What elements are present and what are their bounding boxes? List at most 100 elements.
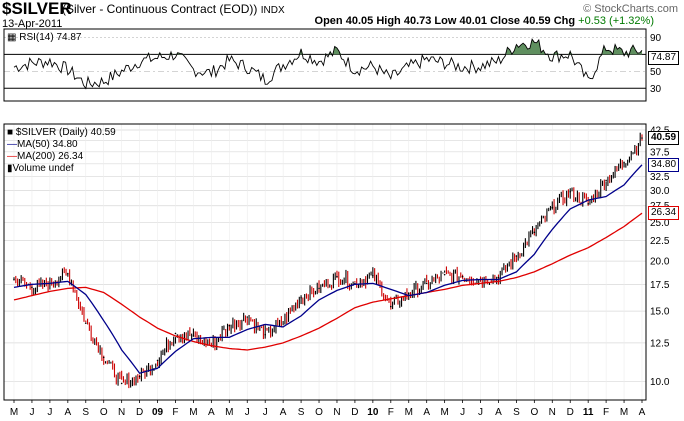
x-tick-label: S (298, 407, 305, 418)
rsi-frame (3, 28, 647, 102)
x-tick-label: 11 (583, 407, 594, 418)
ma50-last-value: 34.80 (648, 157, 680, 172)
price-tick-label: 12.5 (650, 338, 670, 349)
price-point (282, 321, 284, 323)
price-tick-label: 25.0 (650, 218, 670, 229)
price-panel (13, 132, 643, 389)
price-point (497, 276, 500, 279)
price-point (67, 272, 69, 275)
price-point (138, 375, 141, 378)
x-tick-label: J (263, 407, 268, 418)
price-point (318, 287, 320, 290)
quote-bar: Open 40.05 High 40.73 Low 40.01 Close 40… (315, 16, 654, 27)
x-tick-label: O (315, 407, 323, 418)
x-tick-label: J (478, 407, 483, 418)
price-point (156, 359, 159, 362)
price-point (192, 335, 195, 337)
price-tick-label: 20.0 (650, 257, 670, 268)
x-axis: M J J A S O N D 09 F M A M J J A S O N D 10 F M A M J J A S O N D 11 F M A (10, 400, 646, 418)
ma50-line (13, 164, 643, 374)
price-tick-label: 15.0 (650, 307, 670, 318)
price-frame (3, 123, 647, 401)
x-tick-label: J (245, 407, 250, 418)
x-tick-label: A (280, 407, 287, 418)
x-tick-label: N (333, 407, 340, 418)
price-point (336, 275, 338, 278)
price-point (533, 231, 536, 234)
x-tick-label: F (172, 407, 178, 418)
x-tick-label: D (567, 407, 574, 418)
price-legend: ■ $SILVER (Daily) 40.59 (7, 128, 116, 138)
price-point (264, 333, 267, 336)
price-legend-text: $SILVER (Daily) 40.59 (15, 127, 116, 138)
price-point (461, 275, 464, 278)
rsi-line (13, 38, 643, 90)
ma200-line (13, 212, 643, 351)
x-tick-label: M (225, 407, 233, 418)
high-value: 40.73 (403, 15, 432, 27)
price-point (31, 286, 33, 289)
price-point (641, 137, 643, 139)
x-tick-label: 09 (152, 407, 164, 418)
x-tick-label: F (603, 407, 609, 418)
x-tick-label: F (388, 407, 394, 418)
open-label: Open (314, 15, 343, 27)
x-tick-label: 10 (367, 407, 379, 418)
price-point (102, 356, 105, 359)
price-point (228, 324, 231, 327)
x-tick-label: J (29, 407, 34, 418)
volume-legend-icon: ▮ (7, 163, 13, 174)
rsi-legend-text: RSI(14) 74.87 (19, 32, 82, 43)
x-tick-label: M (189, 407, 197, 418)
x-tick-label: N (118, 407, 125, 418)
description-text: (Silver - Continuous Contract (EOD)) (62, 2, 258, 16)
chg-label: Chg (553, 15, 576, 27)
x-tick-label: M (440, 407, 448, 418)
price-point (300, 296, 302, 299)
price-tick-label: 22.5 (650, 236, 670, 247)
x-tick-label: S (513, 407, 520, 418)
low-label: Low (434, 15, 457, 27)
price-grid: 10.012.515.017.520.022.525.027.530.032.5… (4, 124, 670, 400)
exchange-label: INDX (260, 5, 285, 16)
ma50-legend: —MA(50) 34.80 (7, 140, 78, 150)
rsi-tick-label: 30 (650, 84, 662, 95)
x-tick-label: J (47, 407, 52, 418)
price-last-value: 40.59 (648, 131, 680, 146)
price-point (246, 316, 249, 318)
x-tick-label: M (620, 407, 628, 418)
price-tick-label: 30.0 (650, 186, 670, 197)
high-label: High (376, 15, 401, 27)
credit-link[interactable]: © StockCharts.com (583, 3, 678, 15)
rsi-last-value: 74.87 (648, 51, 680, 65)
chg-value: +0.53 (+1.32%) (578, 15, 654, 27)
price-point (569, 190, 572, 193)
price-point (174, 332, 177, 335)
rsi-panel (13, 38, 643, 90)
x-tick-label: N (549, 407, 556, 418)
rsi-grid: 90705030 (4, 33, 662, 95)
price-legend-icon: ■ (7, 127, 14, 138)
price-point (443, 273, 446, 276)
price-point (120, 382, 123, 385)
symbol-title: $SILVER (2, 0, 72, 18)
low-value: 40.01 (459, 15, 488, 27)
price-point (13, 278, 15, 281)
price-point (390, 305, 392, 308)
price-point (515, 255, 518, 257)
rsi-tick-label: 50 (650, 67, 662, 78)
x-tick-label: A (423, 407, 430, 418)
symbol-description: (Silver - Continuous Contract (EOD)) IND… (62, 3, 285, 16)
ma50-legend-icon: — (7, 139, 17, 150)
rsi-overbought-fill (14, 39, 642, 55)
x-tick-label: O (530, 407, 538, 418)
x-tick-label: A (208, 407, 215, 418)
x-tick-label: D (136, 407, 143, 418)
ma200-legend-text: MA(200) 26.34 (17, 151, 84, 162)
price-point (587, 203, 589, 205)
x-tick-label: O (100, 407, 108, 418)
price-tick-label: 32.5 (650, 172, 670, 183)
price-tick-label: 17.5 (650, 280, 670, 291)
rsi-legend-icon: ▦ (7, 32, 17, 43)
